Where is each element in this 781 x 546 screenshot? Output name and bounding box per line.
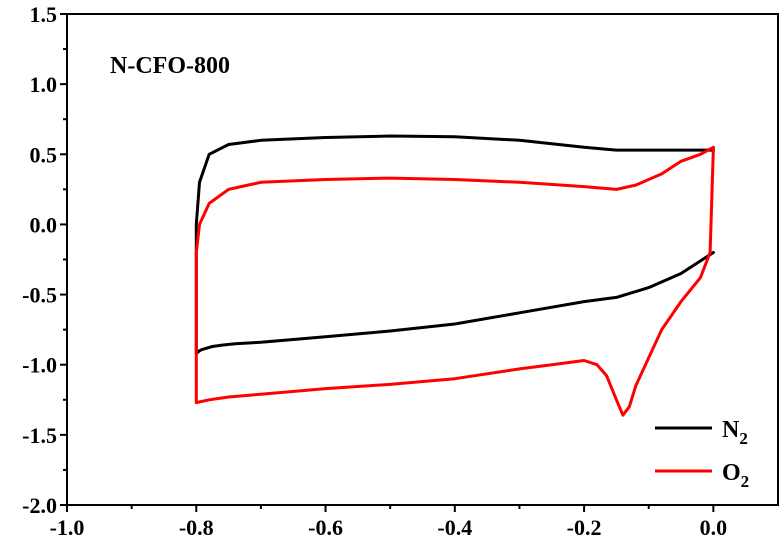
plot-frame — [66, 13, 779, 506]
x-tick-label: -0.4 — [437, 515, 472, 540]
legend-label: N2 — [722, 417, 748, 448]
y-tick-label: -1.0 — [22, 353, 57, 378]
y-tick-label: -2.0 — [22, 493, 57, 518]
y-tick-label: 1.5 — [30, 2, 58, 27]
legend-label: O2 — [722, 460, 749, 491]
x-tick-label: 0.0 — [700, 515, 728, 540]
series-line-o2 — [194, 145, 715, 417]
x-tick-label: -0.8 — [179, 515, 214, 540]
series-line-n2 — [194, 134, 715, 355]
x-tick-label: -1.0 — [50, 515, 85, 540]
y-tick-label: -1.5 — [22, 423, 57, 448]
x-tick-label: -0.2 — [567, 515, 602, 540]
y-tick-label: 0.5 — [30, 142, 58, 167]
axes-layer — [66, 13, 779, 506]
ticks-layer: -1.0 -0.8 -0.6 -0.4 -0.2 0.0 1.5 1.0 0.5 0.0 -0.5 -… — [22, 2, 727, 540]
x-tick-label: -0.6 — [308, 515, 343, 540]
y-tick-label: -0.5 — [22, 283, 57, 308]
y-tick-label: 1.0 — [30, 72, 58, 97]
chart-title: N-CFO-800 — [110, 53, 230, 79]
series-layer — [194, 134, 715, 417]
y-tick-label: 0.0 — [30, 212, 58, 237]
